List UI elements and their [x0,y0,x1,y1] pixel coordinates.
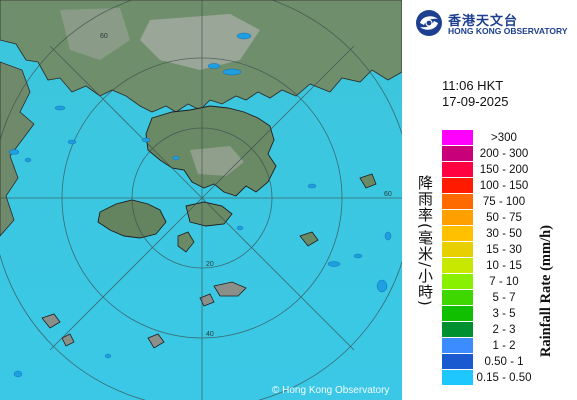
copyright-text: © Hong Kong Observatory [272,385,390,396]
hko-logo-icon [416,10,442,36]
observation-date: 17-09-2025 [442,94,509,109]
legend-title-chinese: 降雨率(毫米/小時) [416,175,434,307]
legend-swatch [442,290,473,305]
legend-label: 10 - 15 [486,260,522,272]
legend-label: 15 - 30 [486,244,522,256]
legend-swatch [442,242,473,257]
radar-map[interactable]: 20 40 60 60 © Hong Kong Observatory [0,0,402,400]
ring-label-20: 20 [206,261,214,268]
legend-swatch [442,226,473,241]
ring-label-40: 40 [206,331,214,338]
legend-label: 30 - 50 [486,228,522,240]
legend-label: 0.15 - 0.50 [476,372,532,384]
legend-label: 5 - 7 [492,292,516,304]
urban-area-north [140,14,260,70]
logo-chinese-text: 香港天文台 [448,14,519,29]
range-rings [0,0,402,400]
legend-label: 50 - 75 [486,212,522,224]
legend-label: 100 - 150 [479,180,529,192]
observation-time: 11:06 HKT [442,78,504,93]
legend-swatch [442,210,473,225]
urban-area-northwest [60,8,130,60]
legend-label: 3 - 5 [492,308,516,320]
legend-title-english: Rainfall Rate (mm/h) [538,225,554,358]
legend-label: 7 - 10 [489,276,519,288]
radar-map-svg: 20 40 60 60 [0,0,402,400]
legend-swatch [442,162,473,177]
south-island-5 [61,333,75,347]
legend-panel: 香港天文台 HONG KONG OBSERVATORY 11:06 HKT 17… [402,0,577,400]
urban-area-hk [190,146,244,176]
legend-swatch [442,338,473,353]
legend-swatch [442,306,473,321]
hko-logo[interactable]: 香港天文台 HONG KONG OBSERVATORY [414,8,574,40]
legend-label: 2 - 3 [492,324,516,336]
west-landmass [0,61,35,237]
legend-label: >300 [491,132,517,144]
legend-swatch [442,178,473,193]
legend-label: 75 - 100 [482,196,526,208]
legend-color-bar [442,130,473,386]
south-island-2 [199,293,215,307]
east-island [299,231,319,247]
legend-label: 200 - 300 [479,148,529,160]
ring-label-60-nw: 60 [100,33,108,40]
south-island-1 [213,281,247,297]
rain-echoes [8,32,392,378]
south-island-3 [147,333,165,349]
legend-swatch [442,370,473,385]
south-island-4 [41,313,61,329]
legend-swatch [442,322,473,337]
legend-label: 0.50 - 1 [484,356,524,368]
legend-swatch [442,354,473,369]
legend-label: 150 - 200 [479,164,529,176]
legend-swatch [442,194,473,209]
logo-english-text: HONG KONG OBSERVATORY [448,26,568,36]
lamma-island [177,231,195,253]
legend-swatch [442,130,473,145]
legend-labels: >300 200 - 300 150 - 200 100 - 150 75 - 100 5… [474,130,534,386]
legend-label: 1 - 2 [492,340,516,352]
legend-swatch [442,146,473,161]
legend-swatch [442,274,473,289]
ring-label-60: 60 [384,191,392,198]
lantau-island [97,199,167,239]
legend-swatch [442,258,473,273]
far-east-island [359,173,377,189]
